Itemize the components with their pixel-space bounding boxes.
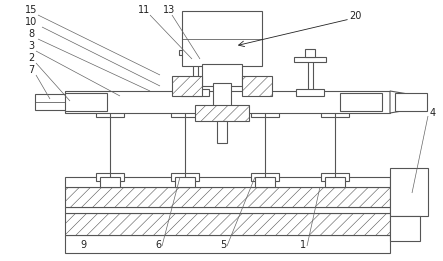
Text: 9: 9 — [80, 240, 86, 250]
Bar — [100, 177, 120, 187]
Bar — [96, 173, 124, 181]
Bar — [217, 121, 227, 143]
Bar — [251, 173, 279, 181]
Text: 8: 8 — [28, 29, 34, 39]
Bar — [65, 235, 390, 253]
Text: 20: 20 — [349, 11, 361, 21]
Bar — [255, 177, 275, 187]
Bar — [195, 105, 249, 121]
Bar — [65, 93, 107, 111]
Text: 2: 2 — [28, 53, 34, 63]
Text: 3: 3 — [28, 41, 34, 51]
Bar — [305, 49, 315, 57]
Bar — [202, 64, 242, 86]
Text: 11: 11 — [138, 5, 150, 15]
Bar — [395, 93, 427, 111]
Bar — [340, 93, 382, 111]
Polygon shape — [390, 91, 412, 113]
Bar — [390, 168, 428, 216]
Bar — [96, 109, 124, 117]
Text: 6: 6 — [155, 240, 161, 250]
Bar — [190, 42, 200, 50]
Bar — [65, 207, 390, 213]
Bar — [65, 91, 390, 113]
Text: 15: 15 — [25, 5, 37, 15]
Bar — [181, 89, 209, 96]
Text: 4: 4 — [430, 108, 436, 118]
Bar — [294, 57, 326, 62]
Bar — [171, 173, 199, 181]
Text: 10: 10 — [25, 17, 37, 27]
Bar — [172, 76, 202, 96]
Text: 1: 1 — [300, 240, 306, 250]
Bar — [321, 173, 349, 181]
Text: 5: 5 — [220, 240, 226, 250]
Bar — [242, 76, 272, 96]
Bar — [65, 187, 390, 207]
Bar — [193, 49, 198, 91]
Bar — [308, 56, 313, 91]
Bar — [35, 94, 70, 110]
Bar — [296, 89, 324, 96]
Bar — [182, 11, 262, 66]
Bar — [65, 177, 390, 187]
Text: 13: 13 — [163, 5, 175, 15]
Bar — [175, 177, 195, 187]
Bar — [213, 83, 231, 113]
Bar — [179, 50, 211, 55]
Bar — [321, 109, 349, 117]
Bar — [390, 216, 420, 241]
Bar — [65, 213, 390, 235]
Text: 7: 7 — [28, 65, 34, 75]
Bar — [171, 109, 199, 117]
Bar — [325, 177, 345, 187]
Bar — [251, 109, 279, 117]
